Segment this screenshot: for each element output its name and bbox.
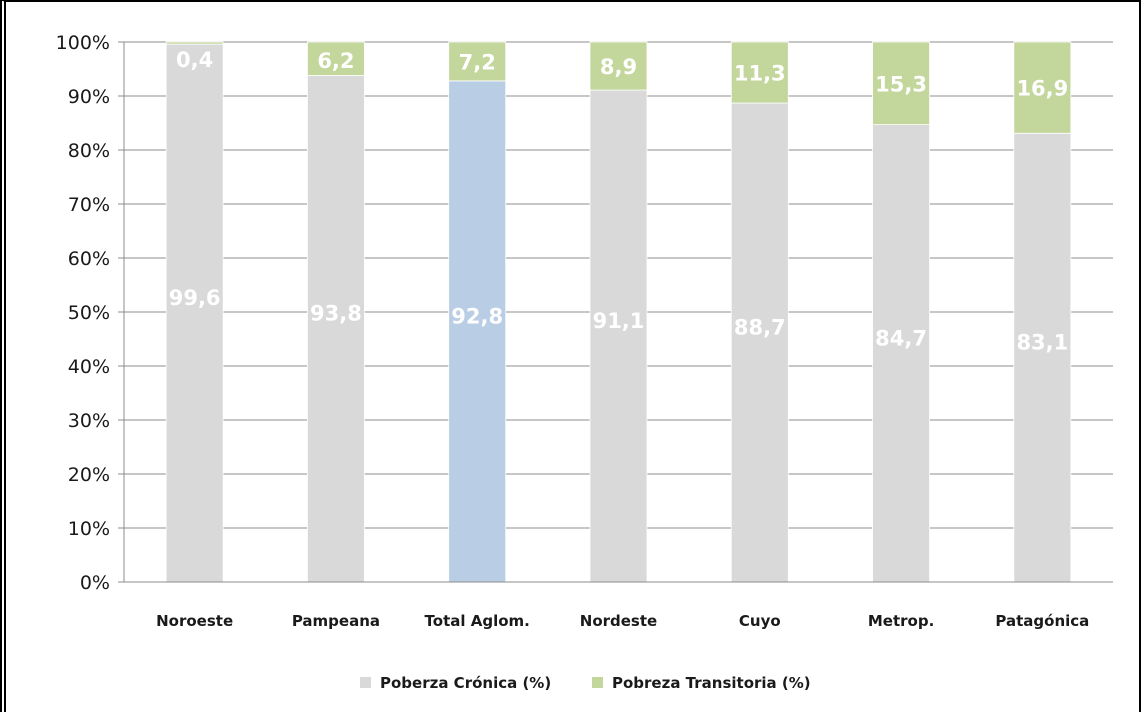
legend-swatch	[360, 677, 371, 688]
axes	[123, 42, 1113, 583]
y-tick-labels: 0% 10% 20% 30% 40% 50% 60% 70% 80% 90% 100%	[56, 32, 110, 594]
bar-segment	[307, 41, 365, 76]
y-tick-label: 70%	[68, 194, 110, 216]
data-label: 92,8	[451, 304, 503, 328]
bar-segment	[165, 43, 224, 583]
data-label: 15,3	[875, 72, 927, 96]
data-label: 93,8	[310, 302, 362, 326]
y-tick-label: 30%	[68, 410, 110, 432]
data-label: 6,2	[317, 49, 354, 73]
bar-segment	[1013, 132, 1072, 583]
bar-segment	[589, 89, 648, 583]
legend: Poberza Crónica (%) Pobreza Transitoria (…	[360, 674, 811, 692]
bar-segment	[448, 41, 507, 82]
y-tick-label: 90%	[68, 86, 110, 108]
bar-segment	[1013, 41, 1072, 134]
data-label: 8,9	[600, 55, 637, 79]
y-tick-label: 100%	[56, 32, 110, 54]
y-tick-label: 20%	[68, 464, 110, 486]
data-label: 11,3	[734, 62, 786, 86]
data-labels: 99,6 0,4 93,8 6,2 92,8 7,2 91,1 8,9 88,7 11,3 84,7…	[169, 48, 1069, 355]
y-tick-label: 60%	[68, 248, 110, 270]
y-tick-label: 0%	[80, 572, 110, 594]
y-tick-label: 80%	[68, 140, 110, 162]
x-category-label: Patagónica	[995, 612, 1089, 630]
legend-swatch	[592, 677, 603, 688]
x-category-label: Nordeste	[580, 612, 657, 630]
bar-segment	[730, 41, 789, 104]
data-label: 88,7	[734, 316, 786, 340]
x-category-label: Pampeana	[292, 612, 380, 630]
data-label: 0,4	[176, 48, 213, 72]
bar-segment	[872, 124, 930, 583]
bar-segment	[307, 75, 365, 583]
bar-segment	[448, 80, 507, 583]
legend-label: Pobreza Transitoria (%)	[612, 674, 811, 692]
x-category-labels: Noroeste Pampeana Total Aglom. Nordeste Cuyo…	[156, 612, 1089, 630]
data-label: 91,1	[593, 309, 645, 333]
bar-segment	[872, 41, 930, 126]
y-tick-label: 40%	[68, 356, 110, 378]
data-label: 84,7	[875, 326, 927, 350]
y-tick-label: 10%	[68, 518, 110, 540]
legend-label: Poberza Crónica (%)	[380, 674, 551, 692]
data-label: 16,9	[1016, 77, 1068, 101]
x-category-label: Cuyo	[739, 612, 781, 630]
data-label: 99,6	[169, 286, 221, 310]
bar-segment	[165, 41, 224, 45]
x-category-label: Noroeste	[156, 612, 233, 630]
bars	[165, 41, 1072, 583]
bar-segment	[730, 102, 789, 583]
x-category-label: Total Aglom.	[425, 612, 530, 630]
data-label: 83,1	[1016, 331, 1068, 355]
data-label: 7,2	[459, 50, 496, 74]
stacked-bar-chart: 0% 10% 20% 30% 40% 50% 60% 70% 80% 90% 100% Noroes…	[56, 32, 1113, 692]
bar-segment	[589, 41, 648, 91]
x-category-label: Metrop.	[868, 612, 934, 630]
y-tick-label: 50%	[68, 302, 110, 324]
